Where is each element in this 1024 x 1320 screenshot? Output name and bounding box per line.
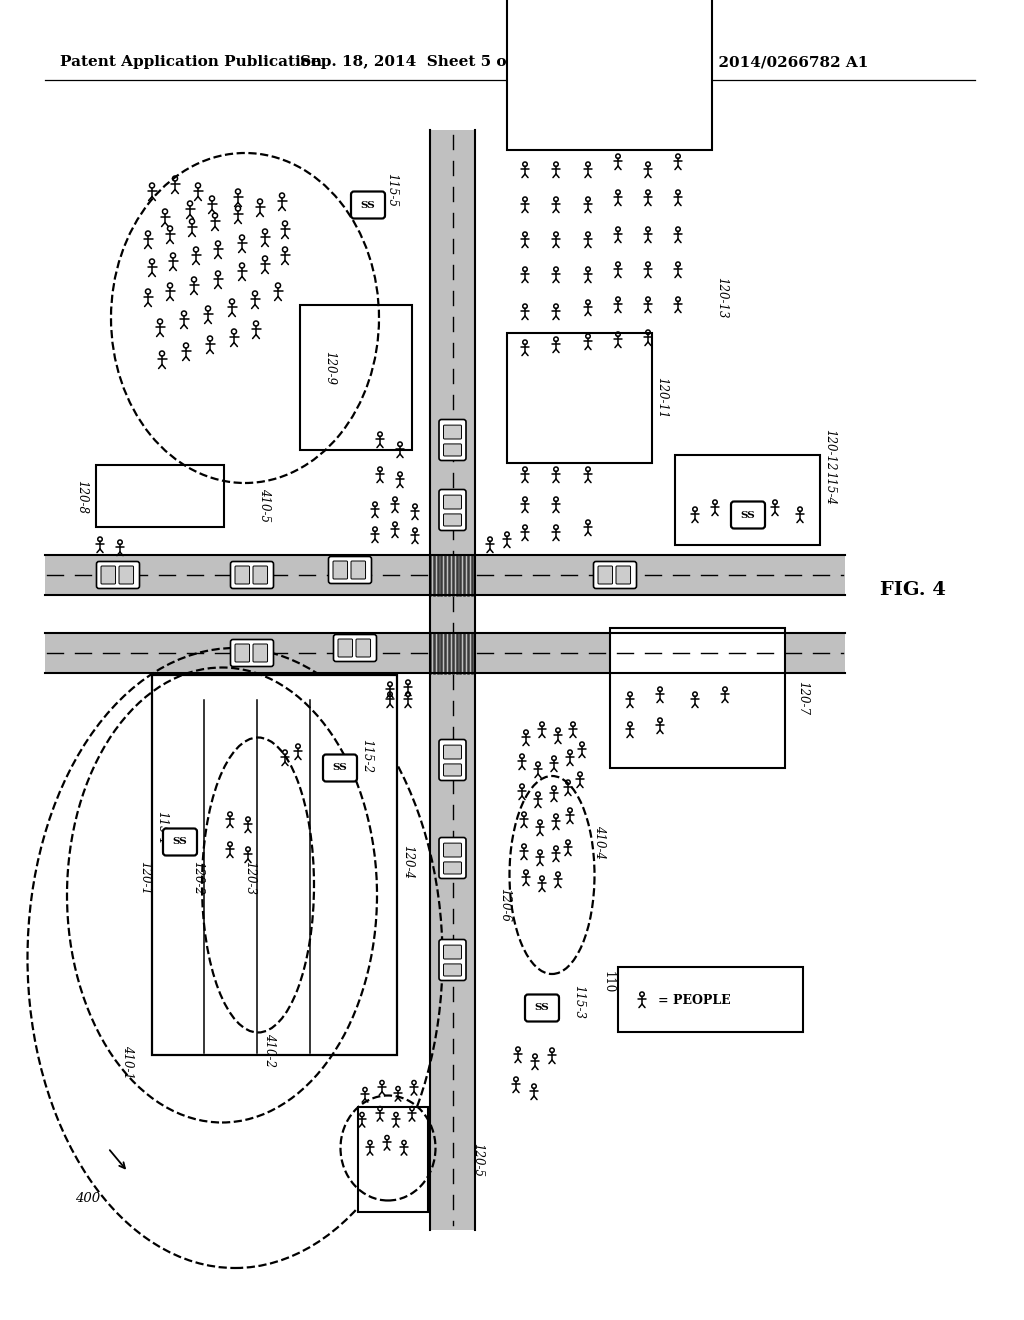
Bar — [610, 628, 785, 768]
Text: 120-1: 120-1 — [138, 861, 152, 895]
FancyBboxPatch shape — [443, 425, 462, 440]
Text: SS: SS — [535, 1003, 549, 1012]
Text: 115-3: 115-3 — [572, 985, 585, 1019]
Bar — [507, 333, 652, 463]
FancyBboxPatch shape — [351, 191, 385, 219]
Bar — [45, 634, 845, 673]
Text: 410-1: 410-1 — [122, 1045, 134, 1078]
Text: 115-4: 115-4 — [823, 471, 837, 506]
FancyBboxPatch shape — [253, 566, 267, 583]
FancyBboxPatch shape — [439, 739, 466, 780]
Text: SS: SS — [740, 511, 756, 520]
Text: 115-2: 115-2 — [360, 739, 373, 774]
Text: = PEOPLE: = PEOPLE — [658, 994, 731, 1006]
FancyBboxPatch shape — [338, 639, 352, 657]
FancyBboxPatch shape — [443, 513, 462, 525]
FancyBboxPatch shape — [334, 635, 377, 661]
Text: 115-1: 115-1 — [156, 810, 169, 845]
Text: 120-13: 120-13 — [716, 277, 728, 318]
Text: 120-5: 120-5 — [471, 1143, 484, 1177]
Text: SS: SS — [360, 201, 376, 210]
Text: FIG. 4: FIG. 4 — [880, 581, 946, 599]
Bar — [507, 0, 712, 150]
Bar — [430, 129, 475, 1230]
FancyBboxPatch shape — [96, 561, 139, 589]
FancyBboxPatch shape — [731, 502, 765, 528]
FancyBboxPatch shape — [443, 444, 462, 455]
FancyBboxPatch shape — [230, 561, 273, 589]
FancyBboxPatch shape — [119, 566, 133, 583]
Text: 120-12: 120-12 — [823, 429, 837, 471]
FancyBboxPatch shape — [234, 644, 250, 663]
Text: 110: 110 — [601, 972, 614, 993]
Text: 410-4: 410-4 — [594, 825, 606, 859]
FancyBboxPatch shape — [443, 862, 462, 874]
FancyBboxPatch shape — [616, 566, 631, 583]
Text: 120-4: 120-4 — [401, 845, 415, 879]
Text: 120-7: 120-7 — [796, 681, 809, 715]
Text: 120-8: 120-8 — [76, 480, 88, 513]
FancyBboxPatch shape — [234, 566, 250, 583]
FancyBboxPatch shape — [351, 561, 366, 579]
FancyBboxPatch shape — [329, 557, 372, 583]
FancyBboxPatch shape — [443, 843, 462, 857]
FancyBboxPatch shape — [443, 964, 462, 975]
FancyBboxPatch shape — [439, 490, 466, 531]
Text: Sep. 18, 2014  Sheet 5 of 18: Sep. 18, 2014 Sheet 5 of 18 — [300, 55, 540, 69]
Text: Patent Application Publication: Patent Application Publication — [60, 55, 322, 69]
Text: 120-6: 120-6 — [498, 888, 511, 921]
FancyBboxPatch shape — [525, 994, 559, 1022]
FancyBboxPatch shape — [443, 495, 462, 510]
Text: 115-5: 115-5 — [385, 173, 398, 207]
Bar — [430, 634, 475, 673]
FancyBboxPatch shape — [598, 566, 612, 583]
FancyBboxPatch shape — [443, 945, 462, 960]
Bar — [675, 455, 820, 545]
FancyBboxPatch shape — [101, 566, 116, 583]
FancyBboxPatch shape — [323, 755, 357, 781]
Bar — [96, 465, 224, 527]
Text: 410-3: 410-3 — [353, 1173, 367, 1206]
FancyBboxPatch shape — [439, 837, 466, 879]
FancyBboxPatch shape — [163, 829, 197, 855]
FancyBboxPatch shape — [253, 644, 267, 663]
Text: 410-2: 410-2 — [263, 1034, 276, 1067]
Bar — [152, 675, 397, 1055]
FancyBboxPatch shape — [439, 940, 466, 981]
Text: 410-5: 410-5 — [258, 488, 271, 521]
Text: 120-3: 120-3 — [244, 861, 256, 895]
FancyBboxPatch shape — [439, 420, 466, 461]
FancyBboxPatch shape — [443, 744, 462, 759]
Bar — [618, 968, 803, 1032]
Bar — [358, 1107, 428, 1212]
FancyBboxPatch shape — [230, 639, 273, 667]
FancyBboxPatch shape — [356, 639, 371, 657]
Text: 400: 400 — [75, 1192, 100, 1204]
FancyBboxPatch shape — [333, 561, 347, 579]
FancyBboxPatch shape — [443, 764, 462, 776]
Bar — [300, 305, 412, 450]
Text: 120-2: 120-2 — [191, 861, 205, 895]
Text: 120-11: 120-11 — [655, 378, 669, 418]
Text: SS: SS — [173, 837, 187, 846]
Bar — [430, 554, 475, 595]
Bar — [45, 554, 845, 595]
Text: US 2014/0266782 A1: US 2014/0266782 A1 — [688, 55, 868, 69]
Text: 120-9: 120-9 — [324, 351, 337, 385]
Text: SS: SS — [333, 763, 347, 772]
FancyBboxPatch shape — [594, 561, 637, 589]
